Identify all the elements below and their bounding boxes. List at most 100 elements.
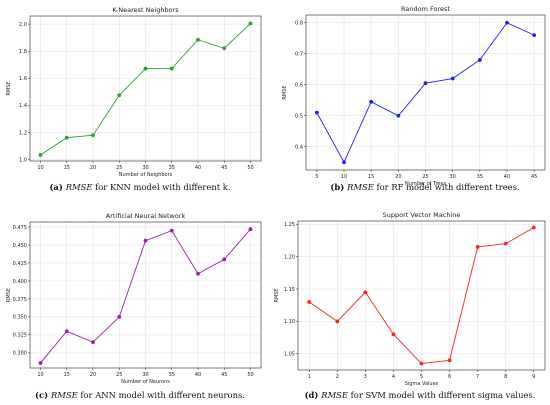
x-tick-label: 40 — [504, 174, 510, 180]
data-point — [64, 135, 69, 140]
data-point — [477, 58, 482, 62]
data-point — [450, 76, 455, 81]
x-tick-label: 5 — [420, 374, 423, 380]
data-point — [248, 21, 253, 26]
chart-title: Random Forest — [401, 5, 450, 13]
data-point — [531, 225, 536, 230]
x-tick-label: 20 — [395, 174, 401, 180]
data-point — [447, 358, 452, 363]
data-point — [503, 241, 508, 246]
data-point — [117, 315, 122, 319]
data-point — [38, 153, 43, 157]
y-tick-label: 0.475 — [13, 225, 27, 231]
x-tick-label: 10 — [341, 174, 347, 180]
data-point — [117, 93, 122, 98]
x-tick-label: 15 — [64, 165, 70, 171]
chart-title: Support Vector Machine — [383, 211, 461, 219]
x-axis-label: Number of Trees — [405, 181, 447, 187]
x-tick-label: 20 — [90, 372, 96, 378]
data-point — [475, 245, 480, 249]
chart-panel-b: 5 10 15 20 25 30 35 40 45 0.4 0.5 0.6 0.7 0.8 Random F… — [282, 5, 546, 192]
data-point — [335, 319, 340, 324]
y-tick-label: 0.8 — [295, 21, 303, 27]
x-tick-label: 30 — [449, 174, 455, 180]
y-axis-label: RMSE — [274, 288, 280, 302]
y-tick-label: 1.0 — [19, 157, 27, 163]
x-tick-label: 35 — [169, 372, 175, 378]
caption-metric: RMSE — [50, 390, 78, 400]
y-tick-label: 0.350 — [13, 315, 27, 321]
chart-panel-a: 10 15 20 25 30 35 40 45 50 1.0 1.2 1.4 1.6 1.8 2.0 K-Ne… — [6, 6, 262, 192]
x-tick-label: 50 — [247, 165, 253, 171]
x-tick-label: 15 — [64, 372, 70, 378]
x-tick-label: 10 — [37, 372, 43, 378]
caption-text: for ANN model with different neurons. — [78, 390, 245, 400]
y-tick-label: 1.2 — [19, 130, 27, 136]
x-tick-label: 40 — [195, 165, 201, 171]
x-tick-label: 25 — [116, 165, 122, 171]
y-tick-label: 0.6 — [295, 83, 303, 89]
y-axis-label: RMSE — [6, 288, 12, 302]
data-point — [342, 160, 346, 165]
x-tick-label: 30 — [142, 165, 148, 171]
y-tick-label: 0.325 — [13, 333, 27, 339]
data-point — [248, 227, 253, 232]
x-tick-label: 25 — [116, 372, 122, 378]
data-point — [307, 300, 312, 304]
data-point — [91, 340, 95, 345]
data-point — [143, 238, 148, 243]
caption-text: for KNN model with different k. — [92, 182, 230, 192]
x-tick-label: 3 — [364, 374, 367, 380]
data-point — [532, 33, 537, 38]
x-tick-label: 45 — [221, 165, 227, 171]
caption-metric: RMSE — [65, 182, 93, 192]
x-tick-label: 8 — [504, 374, 507, 380]
caption-metric: RMSE — [320, 390, 348, 400]
chart-title: K-Nearest Neighbors — [112, 6, 179, 14]
caption-text: for RF model with different trees. — [374, 182, 520, 192]
x-tick-label: 7 — [476, 374, 479, 380]
x-tick-label: 15 — [368, 174, 374, 180]
y-tick-label: 0.375 — [13, 297, 27, 303]
x-tick-label: 40 — [195, 372, 201, 378]
x-axis-label: Number of Neighbors — [119, 172, 173, 178]
y-tick-label: 0.5 — [295, 114, 303, 120]
figure-caption: (a) RMSE for KNN model with different k. — [49, 182, 230, 192]
x-axis-label: Number of Neurons — [121, 379, 170, 385]
y-tick-label: 1.4 — [19, 103, 27, 109]
x-tick-label: 20 — [90, 165, 96, 171]
data-point — [505, 20, 509, 25]
data-point — [91, 133, 95, 138]
data-point — [423, 81, 428, 86]
x-tick-label: 2 — [336, 374, 339, 380]
data-point — [222, 257, 227, 262]
y-tick-label: 1.25 — [284, 222, 295, 228]
data-point — [143, 66, 148, 71]
y-axis-label: RMSE — [6, 81, 12, 95]
data-point — [64, 329, 69, 334]
caption-label: (d) — [305, 390, 322, 400]
x-tick-label: 10 — [37, 165, 43, 171]
data-point — [196, 37, 200, 42]
caption-label: (a) — [49, 182, 65, 192]
y-tick-label: 1.6 — [19, 76, 27, 82]
y-tick-label: 0.425 — [13, 261, 27, 267]
data-point — [363, 290, 368, 295]
x-tick-label: 30 — [142, 372, 148, 378]
data-point — [391, 332, 396, 337]
x-tick-label: 45 — [221, 372, 227, 378]
x-tick-label: 25 — [422, 174, 428, 180]
chart-panel-c: 10 15 20 25 30 35 40 45 50 0.300 0.325 0.350 0.375 0.… — [6, 212, 262, 400]
data-point — [169, 66, 174, 71]
y-tick-label: 0.300 — [13, 351, 27, 357]
y-tick-label: 2.0 — [19, 22, 27, 28]
y-tick-label: 1.15 — [284, 287, 295, 293]
y-tick-label: 0.450 — [13, 243, 27, 249]
y-tick-label: 1.05 — [284, 352, 295, 358]
x-tick-label: 4 — [392, 374, 395, 380]
y-tick-label: 0.7 — [295, 52, 303, 58]
data-point — [196, 271, 200, 276]
data-point — [38, 361, 43, 365]
x-tick-label: 50 — [247, 372, 253, 378]
data-point — [169, 228, 174, 233]
